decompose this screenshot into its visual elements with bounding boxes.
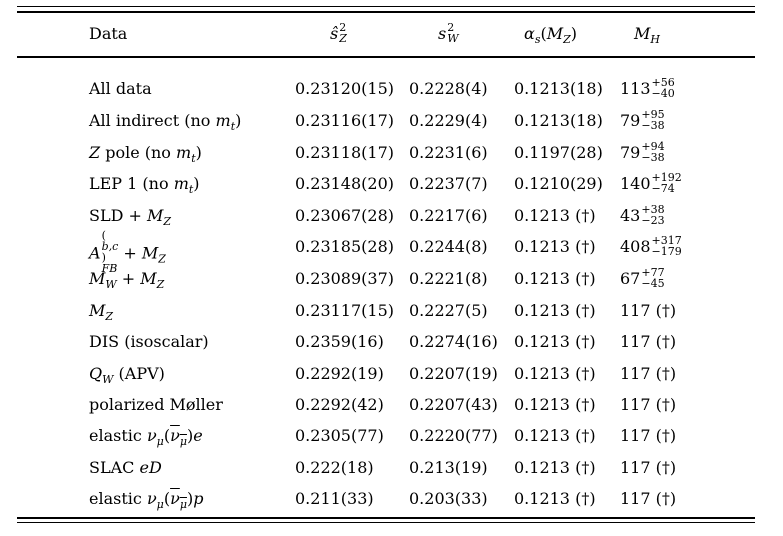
table-row: LEP 1 (no mt) 0.23148(20) 0.2237(7) 0.1210(…: [0, 169, 783, 199]
row-label: MW + MZ: [89, 269, 165, 292]
row-mh: 117 (†): [620, 364, 677, 383]
table-row: SLAC eD 0.222(18) 0.213(19) 0.1213 (†) 117 (…: [0, 453, 783, 483]
header-data: Data: [89, 24, 128, 43]
row-label: All indirect (no mt): [89, 111, 242, 134]
row-alpha: 0.1213 (†): [514, 395, 596, 414]
table-rule-top-thin: [17, 6, 755, 7]
row-sw2: 0.2274(16): [409, 332, 498, 351]
row-mh: 117 (†): [620, 426, 677, 445]
row-sw2: 0.2207(43): [409, 395, 498, 414]
row-sw2: 0.203(33): [409, 489, 488, 508]
row-mh: 113 +56 −40: [620, 75, 675, 100]
row-sz2: 0.222(18): [295, 458, 374, 477]
row-sw2: 0.2237(7): [409, 174, 488, 193]
row-sw2: 0.213(19): [409, 458, 488, 477]
row-mh: 117 (†): [620, 301, 677, 320]
row-mh: 67 +77 −45: [620, 265, 665, 290]
row-sz2: 0.23120(15): [295, 79, 395, 98]
row-label: SLAC eD: [89, 458, 162, 477]
row-alpha: 0.1213 (†): [514, 206, 596, 225]
row-alpha: 0.1213 (†): [514, 489, 596, 508]
row-sz2: 0.23185(28): [295, 237, 395, 256]
table-row: MZ 0.23117(15) 0.2227(5) 0.1213 (†) 117 (†): [0, 296, 783, 326]
row-mh: 408 +317 −179: [620, 233, 682, 258]
row-sw2: 0.2207(19): [409, 364, 498, 383]
table-row: All data 0.23120(15) 0.2228(4) 0.1213(18) 11…: [0, 74, 783, 104]
row-alpha: 0.1213 (†): [514, 332, 596, 351]
table-rule-header: [17, 56, 755, 58]
row-mh: 79 +95 −38: [620, 107, 665, 132]
row-label: A(b,c) FB + MZ: [89, 229, 166, 275]
row-mh: 117 (†): [620, 332, 677, 351]
table-rule-top-thick: [17, 11, 755, 13]
row-mh: 117 (†): [620, 489, 677, 508]
row-label: elastic νμ(νμ)e: [89, 426, 203, 449]
row-sz2: 0.23117(15): [295, 301, 395, 320]
table-row: elastic νμ(νμ)e 0.2305(77) 0.2220(77) 0.121…: [0, 421, 783, 451]
row-sw2: 0.2244(8): [409, 237, 488, 256]
row-label: polarized Møller: [89, 395, 223, 414]
table-row: QW (APV) 0.2292(19) 0.2207(19) 0.1213 (†) 11…: [0, 359, 783, 389]
table-row: elastic νμ(νμ)p 0.211(33) 0.203(33) 0.1213 …: [0, 484, 783, 514]
row-mh: 117 (†): [620, 395, 677, 414]
row-sz2: 0.23148(20): [295, 174, 395, 193]
row-sz2: 0.2292(42): [295, 395, 384, 414]
table-rule-bottom-thin: [17, 522, 755, 523]
row-sz2: 0.23067(28): [295, 206, 395, 225]
row-alpha: 0.1213 (†): [514, 269, 596, 288]
row-sz2: 0.2359(16): [295, 332, 384, 351]
row-alpha: 0.1213 (†): [514, 364, 596, 383]
row-label: SLD + MZ: [89, 206, 172, 229]
row-sz2: 0.2305(77): [295, 426, 384, 445]
row-label: elastic νμ(νμ)p: [89, 489, 204, 512]
table-row: SLD + MZ 0.23067(28) 0.2217(6) 0.1213 (†) 43…: [0, 201, 783, 231]
row-alpha: 0.1213 (†): [514, 458, 596, 477]
row-alpha: 0.1213 (†): [514, 237, 596, 256]
row-label: MZ: [89, 301, 114, 324]
header-alpha: αs(MZ): [524, 24, 578, 47]
row-sw2: 0.2227(5): [409, 301, 488, 320]
table-row: A(b,c) FB + MZ 0.23185(28) 0.2244(8) 0.1213 …: [0, 229, 783, 275]
table-row: DIS (isoscalar) 0.2359(16) 0.2274(16) 0.121…: [0, 327, 783, 357]
table-rule-bottom-thick: [17, 517, 755, 519]
table-row: Z pole (no mt) 0.23118(17) 0.2231(6) 0.1197…: [0, 138, 783, 168]
table-row: polarized Møller 0.2292(42) 0.2207(43) 0.12…: [0, 390, 783, 420]
row-mh: 43 +38 −23: [620, 202, 665, 227]
table-row: All indirect (no mt) 0.23116(17) 0.2229(4)…: [0, 106, 783, 136]
row-sz2: 0.211(33): [295, 489, 374, 508]
row-label: Z pole (no mt): [89, 143, 202, 166]
row-mh: 79 +94 −38: [620, 139, 665, 164]
row-sz2: 0.23116(17): [295, 111, 395, 130]
row-sw2: 0.2228(4): [409, 79, 488, 98]
row-label: QW (APV): [89, 364, 165, 387]
row-label: DIS (isoscalar): [89, 332, 209, 351]
row-sw2: 0.2229(4): [409, 111, 488, 130]
row-alpha: 0.1210(29): [514, 174, 603, 193]
row-sz2: 0.23118(17): [295, 143, 395, 162]
row-mh: 140 +192 −74: [620, 170, 682, 195]
row-sw2: 0.2217(6): [409, 206, 488, 225]
table-row: MW + MZ 0.23089(37) 0.2221(8) 0.1213 (†) 67 +…: [0, 264, 783, 294]
row-mh: 117 (†): [620, 458, 677, 477]
row-alpha: 0.1213 (†): [514, 301, 596, 320]
header-mh: MH: [634, 24, 660, 47]
row-alpha: 0.1213(18): [514, 111, 603, 130]
row-label: All data: [89, 79, 152, 98]
row-sw2: 0.2221(8): [409, 269, 488, 288]
row-sw2: 0.2220(77): [409, 426, 498, 445]
row-sz2: 0.2292(19): [295, 364, 384, 383]
row-alpha: 0.1213 (†): [514, 426, 596, 445]
row-alpha: 0.1197(28): [514, 143, 603, 162]
row-sw2: 0.2231(6): [409, 143, 488, 162]
row-sz2: 0.23089(37): [295, 269, 395, 288]
row-alpha: 0.1213(18): [514, 79, 603, 98]
row-label: LEP 1 (no mt): [89, 174, 200, 197]
